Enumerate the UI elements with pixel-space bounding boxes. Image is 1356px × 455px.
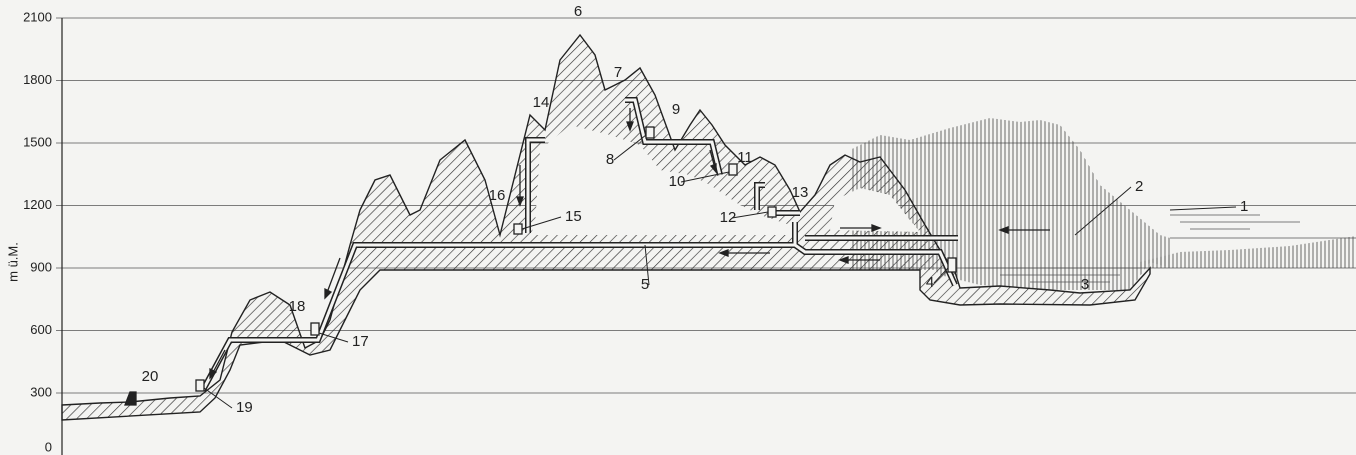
callout-label: 18 [289,298,306,315]
station [195,379,205,392]
cavity [530,125,800,235]
arrow [626,108,634,132]
leader-line [318,332,349,343]
callout-label: 8 [606,151,614,168]
y-tick-label: 1800 [23,72,52,87]
leader-line [521,216,562,230]
callout-label: 5 [641,276,649,293]
callout-label: 20 [142,368,159,385]
callout-label: 16 [489,187,506,204]
cavity-2 [830,188,920,232]
callout-label: 17 [352,333,369,350]
callout-label: 4 [926,274,934,291]
callout-label: 2 [1135,178,1143,195]
station [310,322,320,336]
callout-label: 15 [565,208,582,225]
y-tick-label: 300 [30,384,52,399]
arrow [209,349,226,380]
y-tick-label: 0 [45,439,52,454]
callout-label: 1 [1240,198,1248,215]
y-tick-label: 2100 [23,9,52,24]
arrow [516,165,524,207]
arrow [709,149,717,174]
arrows [209,108,1050,380]
y-tick-label: 1500 [23,134,52,149]
y-axis-label: m ü.M. [5,242,20,282]
dam [124,391,137,406]
arrow [840,224,882,232]
arrow [324,257,341,300]
callout-label: 19 [236,399,253,416]
lake-1 [1170,214,1356,239]
arrow [838,256,880,264]
callout-label: 14 [533,94,550,111]
leader-line [644,244,650,286]
callout-label: 9 [672,101,680,118]
right-ground [1140,236,1356,268]
y-tick-label: 1200 [23,197,52,212]
callout-label: 6 [574,3,582,20]
callout-label: 3 [1081,276,1089,293]
station [513,223,523,235]
callout-label: 11 [737,149,753,166]
leader-line [680,171,730,183]
callout-label: 7 [614,64,622,81]
y-tick-label: 900 [30,259,52,274]
leader-line [731,211,769,219]
leader-line [203,387,233,409]
station [728,163,738,176]
leader-line [1169,206,1237,211]
pipelines [200,97,958,392]
callout-label: 13 [792,184,809,201]
leader-line [1074,186,1132,236]
arrow [718,249,770,257]
lake-3 [965,267,1140,283]
callout-label: 10 [669,173,686,190]
callout-label: 12 [720,209,737,226]
pipe-inner [201,98,958,391]
arrow [998,226,1050,234]
leader-line [613,134,647,161]
station [767,206,777,218]
station [645,126,655,139]
y-tick-label: 600 [30,322,52,337]
station [947,257,957,273]
leader-line [933,267,949,284]
